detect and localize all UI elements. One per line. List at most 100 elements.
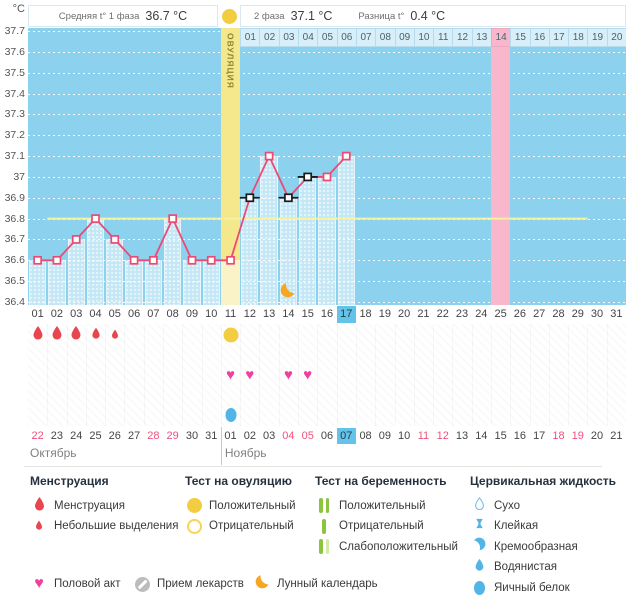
cycle-day-label-01[interactable]: 01 xyxy=(31,308,44,320)
phase2-day-cell-03[interactable]: 03 xyxy=(278,28,300,47)
date-label-Ноябрь-15[interactable]: 15 xyxy=(494,430,507,442)
phase2-day-cell-04[interactable]: 04 xyxy=(298,28,319,47)
phase2-day-cell-13[interactable]: 13 xyxy=(471,28,492,47)
temp-marker-day-17[interactable] xyxy=(341,151,351,161)
cycle-day-label-17[interactable]: 17 xyxy=(336,306,356,323)
cycle-day-label-12[interactable]: 12 xyxy=(243,308,256,320)
temp-marker-day-13[interactable] xyxy=(264,151,274,161)
phase2-day-cell-07[interactable]: 07 xyxy=(355,28,377,47)
temp-marker-day-14[interactable] xyxy=(284,193,293,203)
cycle-day-label-20[interactable]: 20 xyxy=(398,308,411,320)
date-label-Октябрь-25[interactable]: 25 xyxy=(89,430,102,442)
cycle-day-label-28[interactable]: 28 xyxy=(552,308,565,320)
cycle-day-label-26[interactable]: 26 xyxy=(513,308,527,320)
cycle-day-label-10[interactable]: 10 xyxy=(205,308,218,320)
date-label-Октябрь-23[interactable]: 23 xyxy=(50,430,64,442)
cycle-day-label-22[interactable]: 22 xyxy=(436,308,449,320)
date-label-Ноябрь-14[interactable]: 14 xyxy=(475,430,488,442)
date-label-Ноябрь-10[interactable]: 10 xyxy=(398,430,411,442)
cycle-day-label-24[interactable]: 24 xyxy=(475,308,488,320)
date-label-Ноябрь-08[interactable]: 08 xyxy=(359,430,372,442)
date-label-Ноябрь-01[interactable]: 01 xyxy=(224,430,237,442)
date-label-Ноябрь-19[interactable]: 19 xyxy=(571,430,584,442)
phase2-day-cell-17[interactable]: 17 xyxy=(548,28,570,47)
phase2-day-cell-18[interactable]: 18 xyxy=(568,28,589,47)
temp-marker-day-12[interactable] xyxy=(245,193,255,203)
cycle-day-label-09[interactable]: 09 xyxy=(185,308,199,320)
cycle-day-label-11[interactable]: 11 xyxy=(224,308,237,320)
temp-marker-day-6[interactable] xyxy=(129,255,139,265)
phase2-day-cell-20[interactable]: 20 xyxy=(606,28,626,47)
date-label-Октябрь-29[interactable]: 29 xyxy=(166,430,179,442)
temp-marker-day-1[interactable] xyxy=(33,255,42,265)
date-label-Октябрь-30[interactable]: 30 xyxy=(185,430,199,442)
phase2-day-cell-05[interactable]: 05 xyxy=(317,28,338,47)
cycle-day-label-13[interactable]: 13 xyxy=(262,308,276,320)
temp-marker-day-2[interactable] xyxy=(52,255,62,265)
phase2-day-cell-06[interactable]: 06 xyxy=(336,28,357,47)
cycle-day-label-30[interactable]: 30 xyxy=(590,308,604,320)
temp-marker-day-5[interactable] xyxy=(110,235,120,244)
date-label-Ноябрь-21[interactable]: 21 xyxy=(610,430,623,442)
date-label-Ноябрь-17[interactable]: 17 xyxy=(533,430,546,442)
cycle-day-label-08[interactable]: 08 xyxy=(166,308,179,320)
date-label-Ноябрь-20[interactable]: 20 xyxy=(590,430,604,442)
temp-marker-day-11[interactable] xyxy=(226,255,235,265)
phase2-day-cell-16[interactable]: 16 xyxy=(529,28,550,47)
date-label-Ноябрь-03[interactable]: 03 xyxy=(262,430,276,442)
temp-marker-day-15[interactable] xyxy=(303,172,313,182)
date-label-Октябрь-31[interactable]: 31 xyxy=(205,430,218,442)
temp-marker-day-9[interactable] xyxy=(187,255,197,265)
cycle-day-label-07[interactable]: 07 xyxy=(147,308,160,320)
cycle-day-label-02[interactable]: 02 xyxy=(50,308,64,320)
date-label-Ноябрь-06[interactable]: 06 xyxy=(320,430,334,442)
phase2-day-cell-10[interactable]: 10 xyxy=(413,28,435,47)
date-label-Ноябрь-07[interactable]: 07 xyxy=(336,428,356,444)
temp-marker-day-4[interactable] xyxy=(91,214,100,223)
date-label-Ноябрь-09[interactable]: 09 xyxy=(378,430,391,442)
date-label-Ноябрь-12[interactable]: 12 xyxy=(436,430,449,442)
temp-marker-day-7[interactable] xyxy=(149,255,158,265)
cycle-day-label-16[interactable]: 16 xyxy=(320,308,334,320)
temp-marker-day-3[interactable] xyxy=(71,235,81,244)
date-label-Ноябрь-16[interactable]: 16 xyxy=(513,430,527,442)
phase2-day-cell-19[interactable]: 19 xyxy=(587,28,608,47)
date-label-Октябрь-22[interactable]: 22 xyxy=(31,430,44,442)
date-label-Октябрь-24[interactable]: 24 xyxy=(70,430,83,442)
date-label-Ноябрь-11[interactable]: 11 xyxy=(417,430,430,442)
temp-marker-day-8[interactable] xyxy=(168,214,178,223)
date-label-Ноябрь-04[interactable]: 04 xyxy=(282,430,295,442)
temp-marker-day-10[interactable] xyxy=(206,255,216,265)
date-label-Октябрь-27[interactable]: 27 xyxy=(127,430,141,442)
cycle-day-label-05[interactable]: 05 xyxy=(108,308,121,320)
date-label-Ноябрь-18[interactable]: 18 xyxy=(552,430,565,442)
cycle-day-label-29[interactable]: 29 xyxy=(571,308,584,320)
temp-marker-day-16[interactable] xyxy=(322,172,332,182)
phase2-day-cell-09[interactable]: 09 xyxy=(394,28,415,47)
phase2-day-cell-02[interactable]: 02 xyxy=(259,28,280,47)
cycle-day-label-27[interactable]: 27 xyxy=(533,308,546,320)
cycle-day-label-21[interactable]: 21 xyxy=(417,308,430,320)
cycle-day-label-23[interactable]: 23 xyxy=(455,308,469,320)
cycle-day-label-14[interactable]: 14 xyxy=(282,308,295,320)
date-label-Ноябрь-05[interactable]: 05 xyxy=(301,430,314,442)
phase2-day-cell-01[interactable]: 01 xyxy=(240,28,261,47)
date-label-Ноябрь-02[interactable]: 02 xyxy=(243,430,256,442)
phase2-day-cell-15[interactable]: 15 xyxy=(510,28,531,47)
cycle-day-label-06[interactable]: 06 xyxy=(127,308,141,320)
cycle-day-label-19[interactable]: 19 xyxy=(378,308,391,320)
phase2-day-cell-08[interactable]: 08 xyxy=(375,28,396,47)
cycle-day-label-18[interactable]: 18 xyxy=(359,308,372,320)
date-label-Октябрь-28[interactable]: 28 xyxy=(147,430,160,442)
cycle-day-label-15[interactable]: 15 xyxy=(301,308,314,320)
phase2-day-cell-14[interactable]: 14 xyxy=(490,28,512,47)
cycle-day-label-25[interactable]: 25 xyxy=(494,308,507,320)
date-label-Октябрь-26[interactable]: 26 xyxy=(108,430,121,442)
cycle-day-label-04[interactable]: 04 xyxy=(89,308,102,320)
phase2-day-cell-11[interactable]: 11 xyxy=(433,28,454,47)
cycle-day-label-03[interactable]: 03 xyxy=(70,308,83,320)
legend-item-label: Кремообразная xyxy=(494,540,578,553)
cycle-day-label-31[interactable]: 31 xyxy=(610,308,623,320)
phase2-day-cell-12[interactable]: 12 xyxy=(452,28,473,47)
date-label-Ноябрь-13[interactable]: 13 xyxy=(455,430,469,442)
